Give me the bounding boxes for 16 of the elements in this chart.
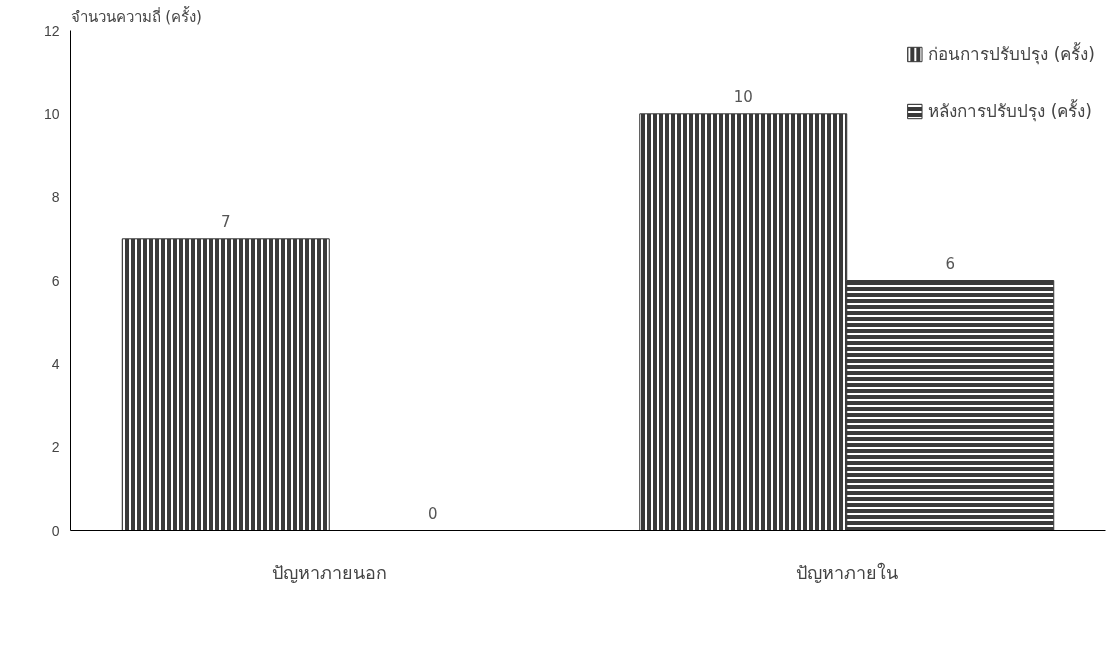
y-tick-label: 12 <box>43 22 60 39</box>
legend-label: หลังการปรับปรุง (ครั้ง) <box>928 98 1092 124</box>
data-label: 0 <box>427 504 438 523</box>
data-label: 7 <box>220 212 231 231</box>
y-tick-label: 10 <box>43 105 60 122</box>
x-tick-label: ปัญหาภายนอก <box>271 561 387 583</box>
y-tick-label: 2 <box>51 439 60 456</box>
y-tick-label: 4 <box>51 355 60 372</box>
legend-label: ก่อนการปรับปรุง (ครั้ง) <box>928 41 1095 67</box>
data-label: 10 <box>733 87 753 106</box>
x-tick-label: ปัญหาภายใน <box>795 561 898 583</box>
y-axis-title: จำนวนความถี่ (ครั้ง) <box>70 5 202 26</box>
data-label: 6 <box>945 254 956 273</box>
y-tick-label: 0 <box>51 522 60 539</box>
y-tick-label: 8 <box>51 189 60 206</box>
y-tick-label: 6 <box>51 272 60 289</box>
